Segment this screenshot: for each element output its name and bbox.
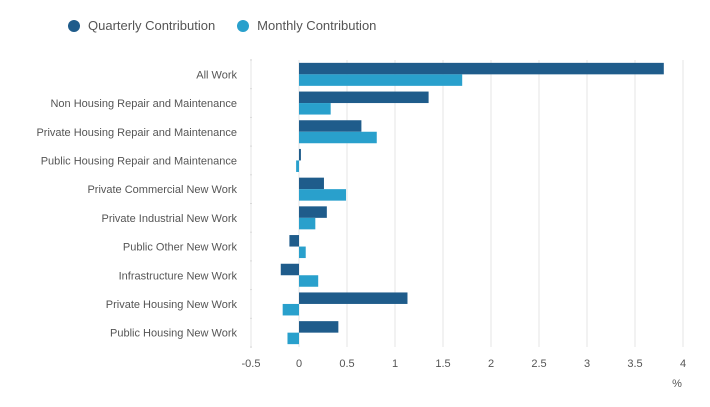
quarterly-bar-9 bbox=[299, 321, 339, 333]
legend-item-quarterly[interactable]: Quarterly Contribution bbox=[68, 18, 215, 33]
legend-dot-monthly bbox=[237, 19, 250, 32]
category-label-8: Private Housing New Work bbox=[106, 299, 238, 311]
x-tick-label-6: 2.5 bbox=[531, 358, 546, 370]
category-label-1: Non Housing Repair and Maintenance bbox=[50, 98, 237, 110]
quarterly-bar-8 bbox=[299, 292, 408, 304]
x-tick-label-4: 1.5 bbox=[435, 358, 450, 370]
chart-legend: Quarterly Contribution Monthly Contribut… bbox=[68, 18, 376, 33]
monthly-bar-0 bbox=[299, 74, 463, 86]
monthly-bar-8 bbox=[282, 303, 299, 316]
quarterly-bar-2 bbox=[299, 120, 362, 132]
x-axis-unit-label: % bbox=[672, 378, 682, 390]
quarterly-bar-7 bbox=[280, 263, 299, 276]
monthly-bar-2 bbox=[299, 131, 377, 144]
quarterly-bar-6 bbox=[289, 235, 299, 247]
category-label-2: Private Housing Repair and Maintenance bbox=[36, 127, 237, 139]
x-tick-label-8: 3.5 bbox=[627, 358, 642, 370]
x-tick-label-5: 2 bbox=[488, 358, 494, 370]
monthly-bar-7 bbox=[299, 275, 319, 287]
quarterly-bar-5 bbox=[299, 206, 327, 218]
x-tick-label-0: -0.5 bbox=[242, 358, 261, 370]
legend-item-monthly[interactable]: Monthly Contribution bbox=[237, 18, 376, 33]
monthly-bar-3 bbox=[296, 160, 299, 172]
category-label-3: Public Housing Repair and Maintenance bbox=[41, 155, 237, 167]
category-label-4: Private Commercial New Work bbox=[87, 184, 237, 196]
x-tick-label-2: 0.5 bbox=[339, 358, 354, 370]
x-tick-label-7: 3 bbox=[584, 358, 590, 370]
category-label-7: Infrastructure New Work bbox=[119, 270, 238, 282]
monthly-bar-4 bbox=[299, 189, 347, 201]
x-tick-label-3: 1 bbox=[392, 358, 398, 370]
quarterly-bar-4 bbox=[299, 177, 324, 190]
monthly-bar-5 bbox=[299, 217, 316, 230]
monthly-bar-9 bbox=[287, 332, 299, 345]
monthly-bar-1 bbox=[299, 103, 331, 115]
quarterly-bar-3 bbox=[299, 148, 301, 161]
category-label-9: Public Housing New Work bbox=[110, 328, 237, 340]
legend-label-quarterly: Quarterly Contribution bbox=[88, 18, 216, 33]
x-tick-label-9: 4 bbox=[680, 358, 686, 370]
legend-label-monthly: Monthly Contribution bbox=[257, 18, 377, 33]
category-label-5: Private Industrial New Work bbox=[101, 213, 237, 225]
category-label-6: Public Other New Work bbox=[123, 242, 238, 254]
x-tick-label-1: 0 bbox=[296, 358, 302, 370]
monthly-bar-6 bbox=[299, 246, 306, 259]
quarterly-bar-0 bbox=[299, 62, 664, 75]
quarterly-bar-1 bbox=[299, 91, 429, 104]
category-label-0: All Work bbox=[196, 69, 237, 81]
legend-dot-quarterly bbox=[68, 19, 80, 32]
